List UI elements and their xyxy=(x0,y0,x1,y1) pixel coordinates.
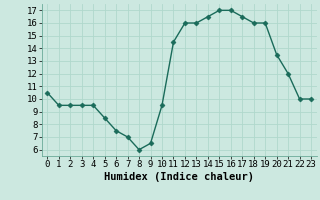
X-axis label: Humidex (Indice chaleur): Humidex (Indice chaleur) xyxy=(104,172,254,182)
